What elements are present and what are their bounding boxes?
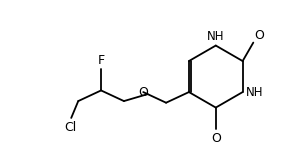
Text: NH: NH (246, 86, 263, 99)
Text: NH: NH (207, 30, 225, 43)
Text: Cl: Cl (64, 121, 77, 134)
Text: O: O (138, 86, 148, 99)
Text: F: F (98, 54, 105, 67)
Text: O: O (211, 132, 221, 145)
Text: O: O (254, 29, 264, 42)
